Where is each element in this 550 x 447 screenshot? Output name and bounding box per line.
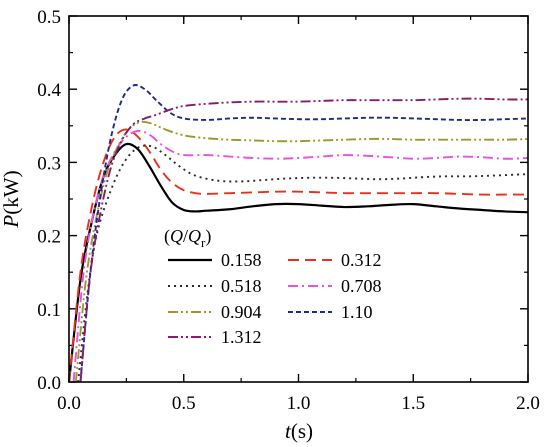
series-line-0.158 [67, 142, 529, 383]
y-tick-label: 0.2 [37, 227, 61, 248]
series-line-0.904 [74, 120, 529, 383]
legend-label-0.312: 0.312 [341, 250, 382, 270]
x-tick-label: 2.0 [516, 393, 540, 414]
x-tick-label: 1.0 [287, 393, 311, 414]
x-axis-title: t(s) [285, 419, 313, 443]
legend-entries: 0.158 0.312 0.518 0.708 0.904 1.10 1.312 [168, 250, 382, 347]
legend-label-0.158: 0.158 [221, 250, 262, 270]
legend-label-0.904: 0.904 [221, 302, 262, 322]
legend-title-close: ) [205, 226, 211, 247]
y-axis-symbol: P [0, 215, 23, 229]
series-line-0.518 [77, 144, 529, 383]
axis-ticks [68, 15, 529, 383]
y-tick-label: 0.1 [37, 300, 61, 321]
legend-title-qr: Q [188, 226, 201, 246]
legend-title: (Q/Qr) [164, 226, 211, 250]
tick-labels: 0.0 0.5 1.0 1.5 2.0 0.0 0.1 0.2 0.3 0.4 0.5 [37, 7, 540, 414]
x-tick-label: 1.5 [401, 393, 425, 414]
legend-label-1.312: 1.312 [221, 327, 262, 347]
series-line-1.10 [79, 84, 529, 383]
x-tick-label: 0.0 [57, 393, 81, 414]
y-axis-unit: (kW) [0, 170, 23, 214]
plot-frame [68, 15, 529, 383]
x-axis-symbol: t [285, 419, 292, 443]
y-tick-label: 0.3 [37, 153, 61, 174]
legend-label-0.708: 0.708 [341, 276, 382, 296]
series-line-0.312 [68, 128, 528, 383]
legend-title-open: ( [164, 226, 170, 247]
legend-label-1.10: 1.10 [341, 302, 373, 322]
series-line-1.312 [79, 97, 529, 383]
legend-title-sub: r [201, 235, 206, 250]
series-line-0.708 [72, 129, 529, 383]
x-tick-label: 0.5 [172, 393, 196, 414]
series-layer [67, 84, 529, 383]
legend-label-0.518: 0.518 [221, 276, 262, 296]
y-tick-label: 0.0 [37, 373, 61, 394]
legend-title-slash: / [183, 226, 188, 246]
legend-title-q: Q [170, 226, 183, 246]
y-axis-title: P(kW) [0, 170, 23, 228]
x-axis-unit: (s) [291, 419, 313, 443]
y-tick-label: 0.4 [37, 80, 61, 101]
y-tick-label: 0.5 [37, 7, 61, 28]
